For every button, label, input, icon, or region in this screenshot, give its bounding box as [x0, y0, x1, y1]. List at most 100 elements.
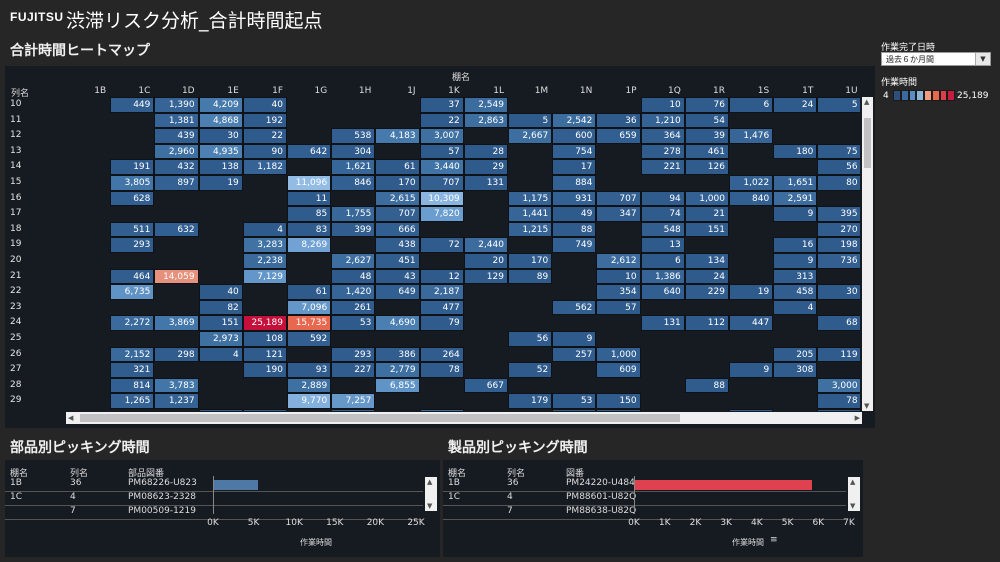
heatmap-cell[interactable]: 3,805: [110, 175, 155, 191]
heatmap-cell[interactable]: 25,189: [242, 315, 287, 331]
heatmap-cell[interactable]: 29: [463, 159, 508, 175]
heatmap-cell[interactable]: 6: [640, 253, 685, 269]
heatmap-cell[interactable]: 89: [508, 268, 553, 285]
heatmap-cell[interactable]: 548: [640, 221, 685, 238]
heatmap-cell[interactable]: 78: [419, 362, 464, 378]
heatmap-cell[interactable]: 17: [552, 159, 597, 175]
heatmap-cell[interactable]: 270: [817, 221, 860, 238]
heatmap-cell[interactable]: 538: [331, 128, 376, 144]
heatmap-cell[interactable]: 9: [552, 331, 597, 347]
products-bar[interactable]: [634, 480, 812, 490]
heatmap-cell[interactable]: 36: [596, 112, 641, 129]
heatmap-cell[interactable]: 16: [773, 237, 818, 253]
heatmap-cell[interactable]: 129: [463, 268, 508, 285]
scroll-up-icon[interactable]: ▲: [850, 478, 856, 486]
heatmap-horizontal-scroll-thumb[interactable]: [80, 414, 680, 422]
heatmap-cell[interactable]: 192: [242, 112, 287, 129]
heatmap-cell[interactable]: 2,549: [463, 97, 508, 113]
heatmap-cell[interactable]: 6,735: [110, 284, 155, 300]
heatmap-cell[interactable]: 82: [198, 299, 243, 316]
heatmap-cell[interactable]: 707: [419, 175, 464, 191]
heatmap-cell[interactable]: 1,381: [154, 112, 199, 129]
heatmap-cell[interactable]: 10: [640, 97, 685, 113]
heatmap-cell[interactable]: 707: [596, 190, 641, 207]
heatmap-cell[interactable]: 43: [375, 268, 420, 285]
heatmap-cell[interactable]: 1,265: [110, 393, 155, 409]
heatmap-cell[interactable]: 74: [640, 206, 685, 222]
heatmap-cell[interactable]: 1,237: [154, 393, 199, 409]
heatmap-cell[interactable]: 30: [198, 128, 243, 144]
heatmap-cell[interactable]: 278: [640, 143, 685, 160]
heatmap-cell[interactable]: 600: [552, 128, 597, 144]
sort-icon[interactable]: ≡: [770, 535, 778, 545]
heatmap-cell[interactable]: 2,973: [198, 331, 243, 347]
heatmap-cell[interactable]: 659: [596, 128, 641, 144]
heatmap-cell[interactable]: 1,000: [684, 190, 729, 207]
heatmap-cell[interactable]: 1,651: [773, 175, 818, 191]
heatmap-cell[interactable]: 12: [419, 268, 464, 285]
heatmap-cell[interactable]: 707: [375, 206, 420, 222]
heatmap-cell[interactable]: 170: [508, 253, 553, 269]
heatmap-cell[interactable]: 1,386: [640, 268, 685, 285]
scroll-down-icon[interactable]: ▼: [427, 502, 433, 510]
heatmap-cell[interactable]: 261: [331, 299, 376, 316]
heatmap-cell[interactable]: 293: [110, 237, 155, 253]
heatmap-cell[interactable]: 666: [375, 221, 420, 238]
heatmap-cell[interactable]: 9: [773, 253, 818, 269]
heatmap-cell[interactable]: 846: [331, 175, 376, 191]
heatmap-cell[interactable]: 13: [640, 237, 685, 253]
heatmap-cell[interactable]: 1,390: [154, 97, 199, 113]
heatmap-cell[interactable]: 431: [596, 409, 641, 411]
heatmap-cell[interactable]: 7,820: [419, 206, 464, 222]
heatmap-cell[interactable]: 126: [684, 159, 729, 175]
heatmap-cell[interactable]: 2,187: [419, 284, 464, 300]
heatmap-cell[interactable]: 747: [331, 409, 376, 411]
heatmap-cell[interactable]: 931: [552, 190, 597, 207]
heatmap-cell[interactable]: 4: [242, 221, 287, 238]
heatmap-cell[interactable]: 19: [729, 284, 774, 300]
heatmap-cell[interactable]: 45: [552, 409, 597, 411]
heatmap-cell[interactable]: 75: [817, 143, 860, 160]
heatmap-cell[interactable]: 7,129: [242, 268, 287, 285]
parts-bar[interactable]: [213, 480, 259, 490]
heatmap-cell[interactable]: 78: [817, 393, 860, 409]
heatmap-cell[interactable]: 90: [242, 143, 287, 160]
heatmap-cell[interactable]: 2,612: [596, 253, 641, 269]
heatmap-cell[interactable]: 1,175: [508, 190, 553, 207]
heatmap-cell[interactable]: 227: [331, 362, 376, 378]
heatmap-cell[interactable]: 1,215: [508, 221, 553, 238]
heatmap-cell[interactable]: 354: [596, 284, 641, 300]
heatmap-cell[interactable]: 461: [684, 143, 729, 160]
heatmap-cell[interactable]: 749: [552, 237, 597, 253]
heatmap-cell[interactable]: 6,855: [375, 377, 420, 394]
heatmap-cell[interactable]: 151: [198, 315, 243, 331]
heatmap-cell[interactable]: 562: [552, 299, 597, 316]
heatmap-cell[interactable]: 2,615: [375, 190, 420, 207]
heatmap-cell[interactable]: 304: [331, 143, 376, 160]
heatmap-cell[interactable]: 21: [684, 206, 729, 222]
heatmap-cell[interactable]: 2,287: [419, 409, 464, 411]
heatmap-cell[interactable]: 451: [375, 253, 420, 269]
heatmap-cell[interactable]: 4,935: [198, 143, 243, 160]
heatmap-cell[interactable]: 93: [287, 362, 332, 378]
heatmap-cell[interactable]: 1,022: [729, 175, 774, 191]
heatmap-vertical-scroll-thumb[interactable]: [864, 118, 871, 168]
heatmap-cell[interactable]: 37: [419, 97, 464, 113]
heatmap-cell[interactable]: 1,441: [508, 206, 553, 222]
heatmap-cell[interactable]: 53: [331, 315, 376, 331]
heatmap-cell[interactable]: 170: [375, 175, 420, 191]
heatmap-cell[interactable]: 1,476: [729, 128, 774, 144]
heatmap-cell[interactable]: 447: [729, 315, 774, 331]
heatmap-cell[interactable]: 191: [110, 159, 155, 175]
heatmap-cell[interactable]: 19: [198, 175, 243, 191]
heatmap-cell[interactable]: 56: [508, 331, 553, 347]
heatmap-cell[interactable]: 2,238: [242, 253, 287, 269]
heatmap-cell[interactable]: 56: [817, 159, 860, 175]
heatmap-cell[interactable]: 1,621: [331, 159, 376, 175]
heatmap-cell[interactable]: 439: [154, 128, 199, 144]
heatmap-cell[interactable]: 3,440: [419, 159, 464, 175]
scroll-up-icon[interactable]: ▲: [864, 98, 870, 106]
heatmap-cell[interactable]: 131: [242, 409, 287, 411]
scroll-left-icon[interactable]: ◀: [68, 414, 74, 422]
heatmap-cell[interactable]: 3,000: [817, 377, 860, 394]
